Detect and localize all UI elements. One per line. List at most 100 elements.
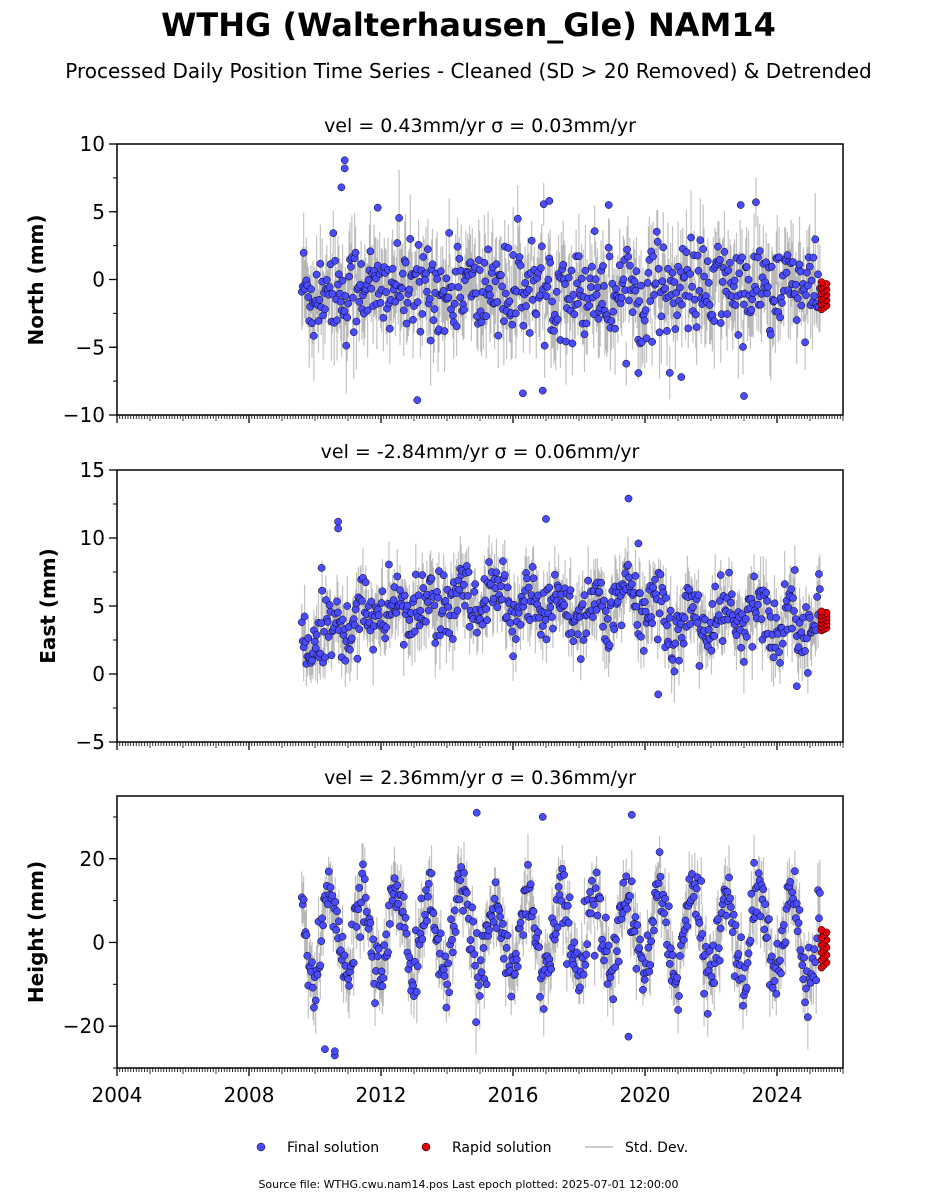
final-point <box>696 236 705 245</box>
final-point <box>461 601 469 610</box>
final-point <box>593 283 602 292</box>
final-point <box>546 258 555 267</box>
panel-east-ylabel: East (mm) <box>36 548 60 664</box>
final-point <box>543 282 552 291</box>
final-point <box>471 580 479 588</box>
final-point <box>794 919 803 927</box>
final-point <box>814 270 822 279</box>
final-point <box>791 280 800 289</box>
final-point <box>792 316 801 324</box>
final-point <box>726 894 734 903</box>
final-point <box>761 900 770 909</box>
final-point <box>740 658 748 666</box>
final-point <box>364 276 373 284</box>
final-point <box>492 568 501 577</box>
final-point <box>654 264 663 273</box>
final-point <box>442 1003 451 1012</box>
final-point <box>418 935 427 944</box>
final-point <box>513 962 522 971</box>
final-point <box>705 301 714 309</box>
final-point <box>754 869 763 878</box>
final-point <box>816 889 824 897</box>
final-point <box>561 280 569 288</box>
final-point <box>538 386 547 395</box>
final-point <box>527 236 536 245</box>
final-point <box>668 655 677 664</box>
final-point <box>662 918 670 927</box>
final-point <box>310 637 319 646</box>
final-point <box>611 324 619 333</box>
final-point <box>671 639 680 648</box>
final-point <box>520 597 529 606</box>
final-point <box>378 587 387 596</box>
final-point <box>649 252 657 261</box>
y-tick-label: 15 <box>80 458 105 482</box>
final-point <box>567 266 576 275</box>
final-point <box>703 257 712 266</box>
final-point <box>393 239 402 247</box>
final-point <box>455 254 464 263</box>
final-point <box>805 613 814 622</box>
final-point <box>670 278 679 286</box>
final-point <box>792 899 801 908</box>
final-point <box>637 281 645 290</box>
final-point <box>718 278 727 286</box>
final-point <box>445 629 454 637</box>
final-point <box>652 227 661 236</box>
final-point <box>399 640 408 649</box>
final-point <box>509 251 517 259</box>
final-point <box>694 266 703 275</box>
final-point <box>789 594 797 602</box>
final-point <box>648 619 656 628</box>
final-point <box>325 601 334 609</box>
final-point <box>645 967 654 976</box>
final-point <box>542 515 550 523</box>
final-point <box>675 992 683 1000</box>
final-point <box>444 293 453 302</box>
final-point <box>634 539 643 548</box>
final-point <box>698 930 707 938</box>
final-point <box>726 258 734 267</box>
final-point <box>650 290 658 299</box>
final-point <box>766 330 775 339</box>
final-point <box>748 295 757 304</box>
final-point <box>770 599 779 608</box>
final-point <box>705 947 714 955</box>
final-point <box>562 337 570 346</box>
final-point <box>539 1005 548 1013</box>
final-point <box>631 572 640 580</box>
final-point <box>734 331 743 339</box>
final-point <box>374 611 383 620</box>
panel-north-title: vel = 0.43mm/yr σ = 0.03mm/yr <box>324 115 636 137</box>
final-point <box>309 1003 318 1012</box>
final-point <box>714 915 722 923</box>
final-point <box>399 306 408 315</box>
final-point <box>545 583 554 592</box>
final-point <box>416 327 425 336</box>
final-point <box>406 235 415 243</box>
final-point <box>742 263 751 271</box>
legend-rapid-marker <box>421 1142 431 1152</box>
final-point <box>391 297 400 306</box>
final-point <box>585 301 593 310</box>
final-point <box>325 283 334 292</box>
panel-east: vel = -2.84mm/yr σ = 0.06mm/yr East (mm)… <box>36 441 844 754</box>
final-point <box>686 620 694 628</box>
final-point <box>604 941 613 950</box>
final-point <box>738 974 746 983</box>
panel-east-plot: 15 10 5 0 −5 <box>76 458 844 754</box>
final-point <box>554 882 563 891</box>
final-point <box>316 259 325 268</box>
final-point <box>499 557 507 565</box>
final-point <box>312 630 321 639</box>
final-point <box>499 317 508 326</box>
final-point <box>448 282 456 291</box>
final-point <box>810 292 819 300</box>
final-point <box>546 603 555 612</box>
final-point <box>759 885 768 894</box>
final-point <box>389 596 398 605</box>
x-ticks: 2004 2008 2012 2016 2020 2024 <box>92 1068 844 1107</box>
final-point <box>503 583 512 592</box>
y-tick-label: −5 <box>76 730 105 754</box>
final-point <box>445 229 454 237</box>
